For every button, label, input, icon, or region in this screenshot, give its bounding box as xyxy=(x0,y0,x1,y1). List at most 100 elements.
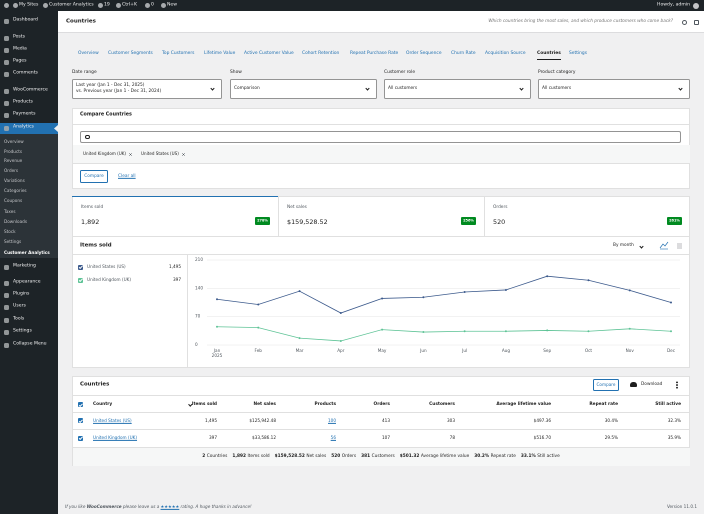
admin-icon[interactable] xyxy=(161,3,166,8)
menu-item[interactable]: Analytics xyxy=(13,124,34,130)
compare-button[interactable] xyxy=(593,379,619,391)
menu-item[interactable]: Comments xyxy=(13,70,38,76)
table-link[interactable]: United Kingdom (UK) xyxy=(93,434,138,440)
submenu-item[interactable]: Customer Analytics xyxy=(4,249,50,255)
checkbox[interactable] xyxy=(78,402,83,407)
summary-label[interactable]: Net sales xyxy=(287,204,307,210)
tab[interactable]: Acquisition Source xyxy=(485,50,526,56)
admin-icon[interactable] xyxy=(98,3,103,8)
menu-item[interactable]: Users xyxy=(13,303,26,309)
download-button[interactable]: Download xyxy=(641,381,663,387)
submenu-item[interactable]: Products xyxy=(4,148,23,154)
admin-icon[interactable] xyxy=(116,3,121,8)
tab[interactable]: Overview xyxy=(78,50,99,56)
column-header[interactable]: Country xyxy=(93,401,113,407)
submenu-item[interactable]: Stock xyxy=(4,228,16,234)
interval-select[interactable]: By month xyxy=(613,242,634,248)
column-header[interactable]: Average lifetime value xyxy=(496,401,551,407)
summary-label[interactable]: Items sold xyxy=(81,204,104,210)
tab[interactable]: Customer Segments xyxy=(108,50,153,56)
admin-bar-item[interactable]: Ctrl+K xyxy=(122,2,138,8)
admin-icon[interactable] xyxy=(43,3,48,8)
tab[interactable]: Repeat Purchase Rate xyxy=(350,50,399,56)
search-box[interactable] xyxy=(80,131,681,143)
legend-checkbox[interactable] xyxy=(78,264,83,270)
filter-select[interactable] xyxy=(538,79,690,99)
submenu-item[interactable]: Coupons xyxy=(4,197,23,203)
menu-item[interactable]: Products xyxy=(13,99,33,105)
compare-button-label[interactable]: Compare xyxy=(596,381,616,387)
admin-icon[interactable] xyxy=(13,3,18,8)
menu-item[interactable]: Settings xyxy=(13,328,32,334)
compare-button-label[interactable]: Compare xyxy=(84,173,104,179)
column-header[interactable]: Items sold xyxy=(191,401,217,407)
legend-label[interactable]: United Kingdom (UK) xyxy=(87,276,132,282)
admin-icon[interactable] xyxy=(145,3,150,8)
submenu-item[interactable]: Overview xyxy=(4,138,24,144)
filter-select[interactable] xyxy=(72,79,222,99)
menu-item[interactable]: Payments xyxy=(13,111,36,117)
tab[interactable]: Lifetime Value xyxy=(204,50,236,56)
submenu-item[interactable]: Revenue xyxy=(4,157,23,163)
filter-select[interactable] xyxy=(384,79,531,99)
column-header[interactable]: Still active xyxy=(655,401,681,407)
menu-item[interactable]: Collapse Menu xyxy=(13,341,47,347)
filter-select[interactable] xyxy=(230,79,377,99)
tag-remove[interactable] xyxy=(129,152,132,156)
submenu-item[interactable]: Categories xyxy=(4,187,27,193)
menu-item[interactable]: Appearance xyxy=(13,279,41,285)
tag-remove[interactable] xyxy=(182,152,185,156)
admin-bar-item[interactable]: Customer Analytics xyxy=(49,2,94,8)
download-icon[interactable] xyxy=(630,382,637,387)
table-link[interactable]: United States (US) xyxy=(93,417,132,423)
tab[interactable]: Active Customer Value xyxy=(244,50,294,56)
footer-stars[interactable]: ★★★★★ xyxy=(160,503,180,509)
header-icon[interactable] xyxy=(694,19,699,25)
admin-bar-item[interactable]: My Sites xyxy=(19,2,39,8)
tab[interactable]: Countries xyxy=(537,50,561,56)
menu-item[interactable]: Dashboard xyxy=(13,17,38,23)
submenu-item[interactable]: Variations xyxy=(4,177,25,183)
summary-label[interactable]: Orders xyxy=(493,204,508,210)
more-menu[interactable] xyxy=(676,381,678,389)
checkbox[interactable] xyxy=(78,435,83,441)
column-header[interactable]: Orders xyxy=(373,401,390,407)
summary-value[interactable]: 1,892 xyxy=(81,217,100,226)
checkbox[interactable] xyxy=(78,418,83,423)
tab[interactable]: Settings xyxy=(569,50,588,56)
tab[interactable]: Churn Rate xyxy=(451,50,476,56)
table-link[interactable]: 56 xyxy=(330,434,336,440)
menu-item[interactable]: Pages xyxy=(13,58,27,64)
submenu-item[interactable]: Downloads xyxy=(4,218,27,224)
menu-item[interactable]: Marketing xyxy=(13,263,36,269)
header-icon[interactable] xyxy=(682,19,687,25)
clear-all-link[interactable]: Clear all xyxy=(118,173,136,179)
submenu-item[interactable]: Settings xyxy=(4,238,22,244)
menu-item[interactable]: WooCommerce xyxy=(13,87,48,93)
menu-item[interactable]: Tools xyxy=(13,316,25,322)
legend-checkbox[interactable] xyxy=(78,277,83,283)
tab[interactable]: Cohort Retention xyxy=(302,50,340,56)
submenu-item[interactable]: Taxes xyxy=(4,208,16,214)
admin-bar-item[interactable]: 19 xyxy=(104,2,110,8)
admin-bar-item[interactable]: New xyxy=(167,2,178,8)
admin-user[interactable]: Howdy, admin xyxy=(657,2,690,8)
admin-icon[interactable] xyxy=(4,3,9,8)
summary-value[interactable]: 520 xyxy=(493,217,506,226)
column-header[interactable]: Customers xyxy=(429,401,455,407)
tab[interactable]: Top Customers xyxy=(162,50,195,56)
legend-label[interactable]: United States (US) xyxy=(87,263,126,269)
admin-bar-item[interactable]: 0 xyxy=(151,2,154,8)
avatar[interactable] xyxy=(693,2,699,9)
column-header[interactable]: Repeat rate xyxy=(589,401,618,407)
table-link[interactable]: 100 xyxy=(328,417,336,423)
column-header[interactable]: Net sales xyxy=(253,401,276,407)
summary-value[interactable]: $159,528.52 xyxy=(287,217,328,226)
submenu-item[interactable]: Orders xyxy=(4,167,19,173)
menu-item[interactable]: Media xyxy=(13,46,27,52)
tab[interactable]: Order Sequence xyxy=(406,50,442,56)
column-header[interactable]: Products xyxy=(314,401,336,407)
menu-item[interactable]: Plugins xyxy=(13,291,30,297)
menu-item[interactable]: Posts xyxy=(13,34,26,40)
compare-button[interactable] xyxy=(80,170,108,183)
